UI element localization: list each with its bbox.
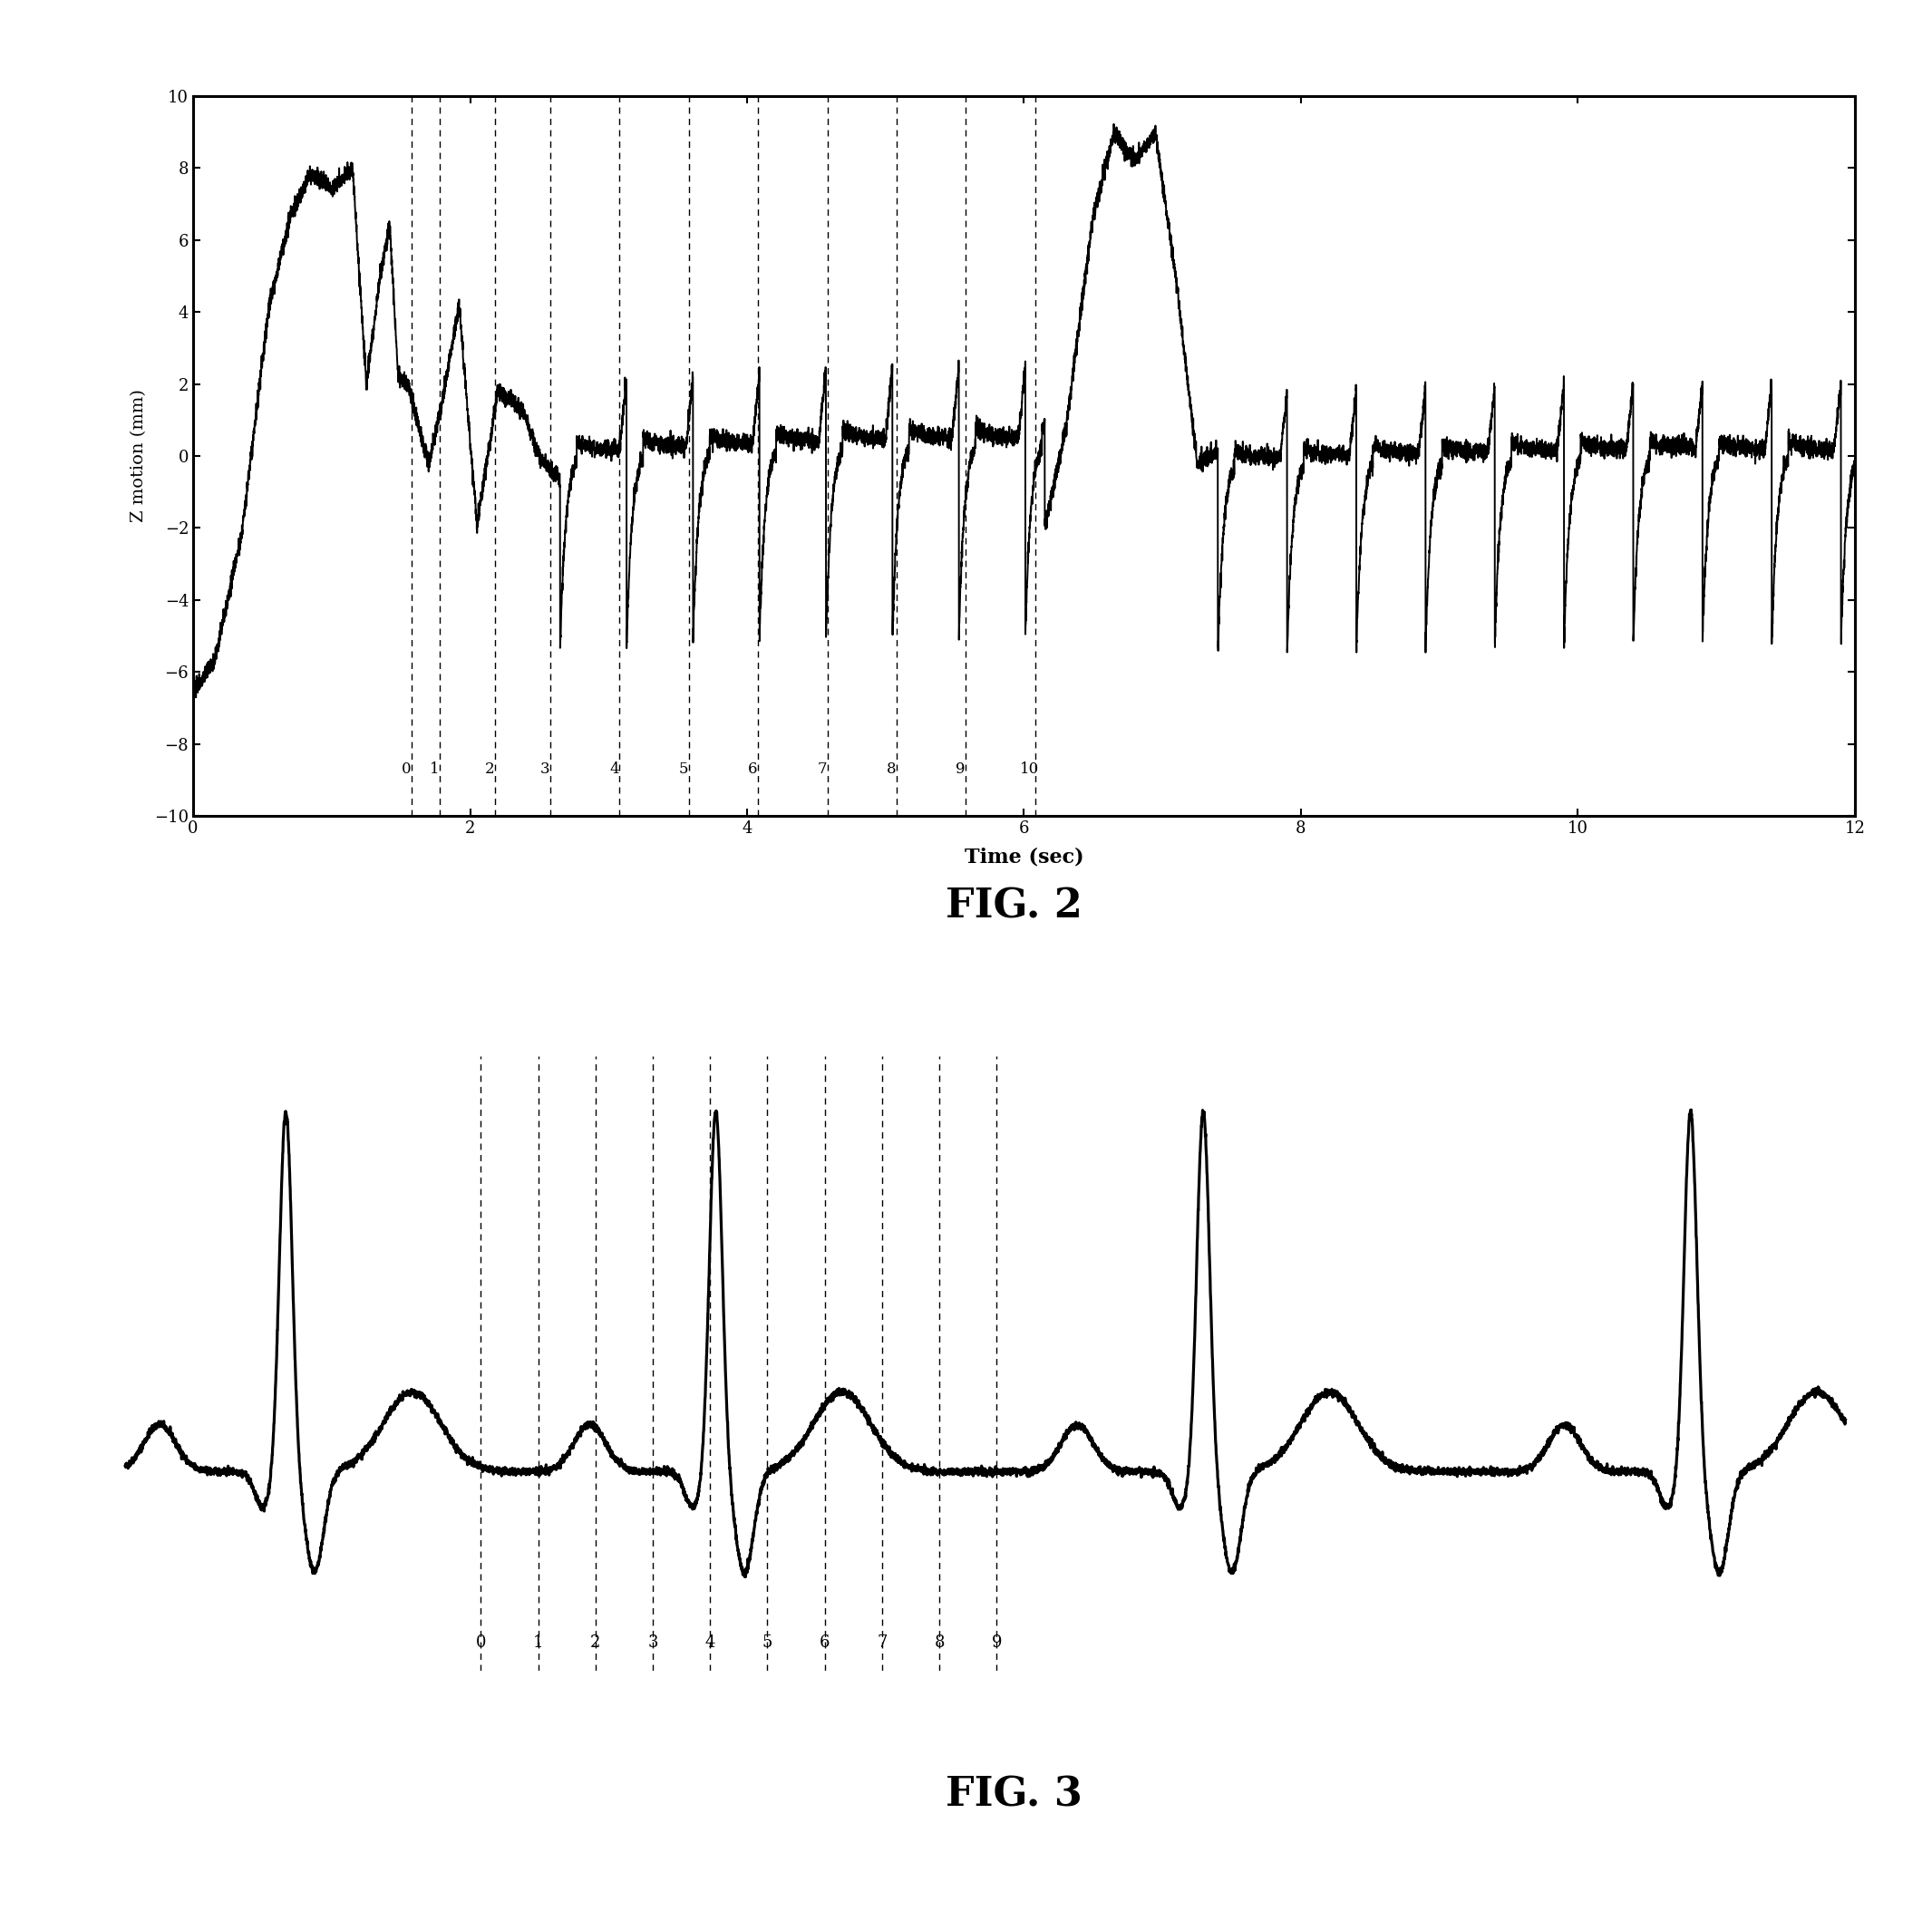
Text: 5: 5 (678, 762, 688, 778)
Text: 1: 1 (533, 1634, 543, 1651)
X-axis label: Time (sec): Time (sec) (964, 847, 1084, 866)
Text: 8: 8 (935, 1634, 945, 1651)
Text: 5: 5 (763, 1634, 773, 1651)
Text: 4: 4 (705, 1634, 715, 1651)
Text: 9: 9 (991, 1634, 1003, 1651)
Text: FIG. 3: FIG. 3 (947, 1776, 1082, 1814)
Text: 9: 9 (956, 762, 964, 778)
Text: 0: 0 (402, 762, 412, 778)
Text: 6: 6 (748, 762, 757, 778)
Text: 0: 0 (475, 1634, 487, 1651)
Text: 6: 6 (819, 1634, 831, 1651)
Text: 2: 2 (485, 762, 495, 778)
Text: 2: 2 (591, 1634, 601, 1651)
Text: 3: 3 (647, 1634, 659, 1651)
Text: 7: 7 (877, 1634, 887, 1651)
Y-axis label: Z motion (mm): Z motion (mm) (129, 390, 147, 522)
Text: 3: 3 (541, 762, 551, 778)
Text: 4: 4 (609, 762, 618, 778)
Text: 8: 8 (887, 762, 896, 778)
Text: 1: 1 (429, 762, 439, 778)
Text: 10: 10 (1020, 762, 1039, 778)
Text: FIG. 2: FIG. 2 (947, 887, 1082, 925)
Text: 7: 7 (817, 762, 827, 778)
